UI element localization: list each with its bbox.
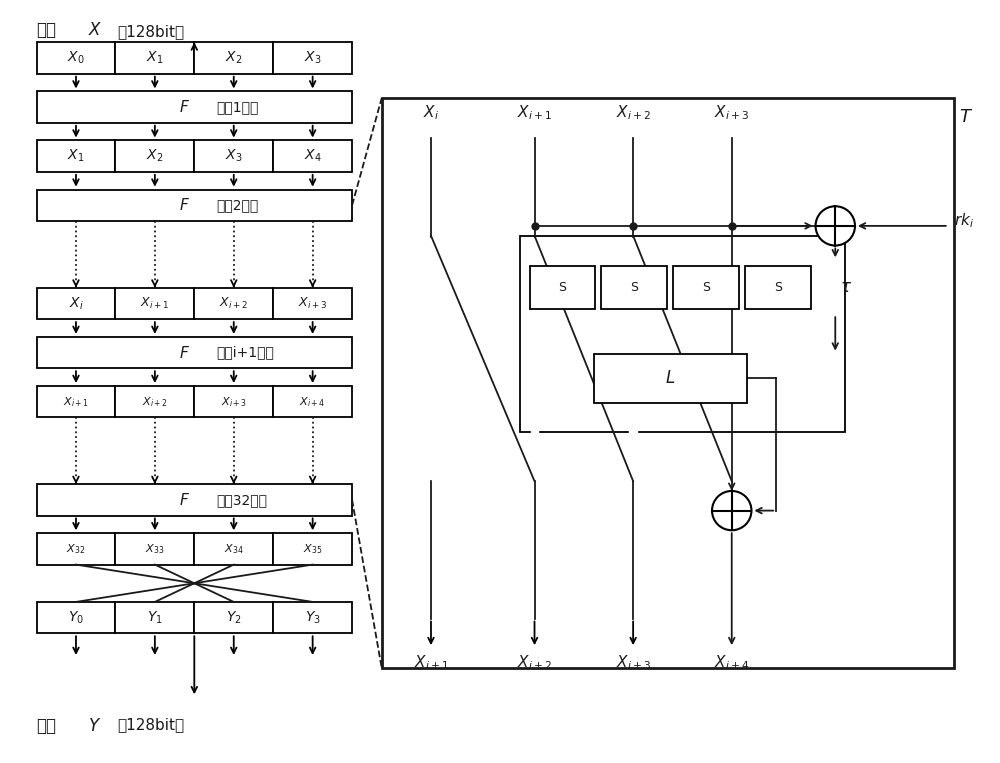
Bar xyxy=(37,288,115,319)
Text: $X_2$: $X_2$ xyxy=(225,50,242,66)
Bar xyxy=(194,533,273,565)
Text: S: S xyxy=(630,281,638,294)
Text: $X_1$: $X_1$ xyxy=(146,50,164,66)
Bar xyxy=(382,98,954,668)
Bar xyxy=(115,386,194,417)
Text: （第2轮）: （第2轮） xyxy=(216,198,258,212)
Text: $X_{i+3}$: $X_{i+3}$ xyxy=(298,296,327,311)
Text: S: S xyxy=(558,281,566,294)
Text: $L$: $L$ xyxy=(665,369,675,387)
Text: （第i+1轮）: （第i+1轮） xyxy=(216,346,274,359)
Bar xyxy=(273,533,352,565)
Text: $X_{i+1}$: $X_{i+1}$ xyxy=(517,103,552,122)
Bar xyxy=(520,236,845,432)
Text: $X_{i+1}$: $X_{i+1}$ xyxy=(63,394,89,408)
Text: $X_{i+2}$: $X_{i+2}$ xyxy=(219,296,248,311)
Bar xyxy=(530,266,595,309)
Bar xyxy=(594,353,747,403)
Bar xyxy=(115,602,194,633)
Text: $X_{i+3}$: $X_{i+3}$ xyxy=(714,103,749,122)
Bar xyxy=(273,602,352,633)
Text: $F$: $F$ xyxy=(179,99,190,115)
Text: $X_{i+4}$: $X_{i+4}$ xyxy=(714,653,749,671)
Text: $X_{i+3}$: $X_{i+3}$ xyxy=(221,394,247,408)
Bar xyxy=(194,602,273,633)
Text: $X_2$: $X_2$ xyxy=(146,148,164,164)
Text: S: S xyxy=(774,281,782,294)
Text: $rk_i$: $rk_i$ xyxy=(954,211,974,230)
Text: $X_{i+3}$: $X_{i+3}$ xyxy=(616,653,651,671)
Text: $X_{34}$: $X_{34}$ xyxy=(224,542,244,555)
Bar xyxy=(115,140,194,172)
Bar xyxy=(273,288,352,319)
Bar xyxy=(37,189,352,221)
Bar xyxy=(273,140,352,172)
Bar xyxy=(273,42,352,74)
Text: （128bit）: （128bit） xyxy=(117,24,185,40)
Text: $X_{33}$: $X_{33}$ xyxy=(145,542,165,555)
Bar xyxy=(745,266,811,309)
Bar xyxy=(194,386,273,417)
Text: $X_{32}$: $X_{32}$ xyxy=(66,542,86,555)
Text: （第1轮）: （第1轮） xyxy=(216,100,258,114)
Text: $Y_3$: $Y_3$ xyxy=(305,610,321,626)
Bar xyxy=(115,42,194,74)
Text: $X_3$: $X_3$ xyxy=(225,148,242,164)
Text: $X_{i+1}$: $X_{i+1}$ xyxy=(140,296,169,311)
Bar xyxy=(37,336,352,369)
Bar xyxy=(37,386,115,417)
Bar xyxy=(115,533,194,565)
Text: $X_{35}$: $X_{35}$ xyxy=(303,542,322,555)
Text: $Y_1$: $Y_1$ xyxy=(147,610,163,626)
Text: $F$: $F$ xyxy=(179,198,190,214)
Text: $Y_2$: $Y_2$ xyxy=(226,610,242,626)
Text: $F$: $F$ xyxy=(179,345,190,361)
Circle shape xyxy=(816,206,855,246)
Text: $X_i$: $X_i$ xyxy=(423,103,439,122)
Text: $X$: $X$ xyxy=(88,21,102,40)
Text: $X_{i+1}$: $X_{i+1}$ xyxy=(414,653,448,671)
Text: $X_{i+4}$: $X_{i+4}$ xyxy=(299,394,326,408)
Bar xyxy=(601,266,667,309)
Text: $X_0$: $X_0$ xyxy=(67,50,85,66)
Text: 明文: 明文 xyxy=(37,21,57,40)
Bar xyxy=(194,288,273,319)
Text: $F$: $F$ xyxy=(179,492,190,508)
Text: （第32轮）: （第32轮） xyxy=(216,493,267,507)
Text: $X_i$: $X_i$ xyxy=(69,295,83,311)
Circle shape xyxy=(712,491,751,530)
Bar xyxy=(37,602,115,633)
Text: $\tau$: $\tau$ xyxy=(840,278,852,296)
Text: $X_4$: $X_4$ xyxy=(304,148,321,164)
Text: $X_{i+2}$: $X_{i+2}$ xyxy=(616,103,651,122)
Bar xyxy=(37,140,115,172)
Bar xyxy=(37,42,115,74)
Text: $X_3$: $X_3$ xyxy=(304,50,321,66)
Bar xyxy=(37,533,115,565)
Text: $Y_0$: $Y_0$ xyxy=(68,610,84,626)
Text: 密文: 密文 xyxy=(37,716,57,735)
Text: S: S xyxy=(702,281,710,294)
Text: （128bit）: （128bit） xyxy=(117,716,185,732)
Text: $T$: $T$ xyxy=(959,108,973,126)
Text: $X_{i+2}$: $X_{i+2}$ xyxy=(142,394,168,408)
Bar xyxy=(273,386,352,417)
Text: $Y$: $Y$ xyxy=(88,716,101,735)
Bar xyxy=(37,484,352,516)
Text: $X_{i+2}$: $X_{i+2}$ xyxy=(517,653,552,671)
Bar xyxy=(194,42,273,74)
Bar xyxy=(115,288,194,319)
Bar xyxy=(194,140,273,172)
Bar xyxy=(37,92,352,123)
Text: $X_1$: $X_1$ xyxy=(67,148,85,164)
Bar xyxy=(673,266,739,309)
